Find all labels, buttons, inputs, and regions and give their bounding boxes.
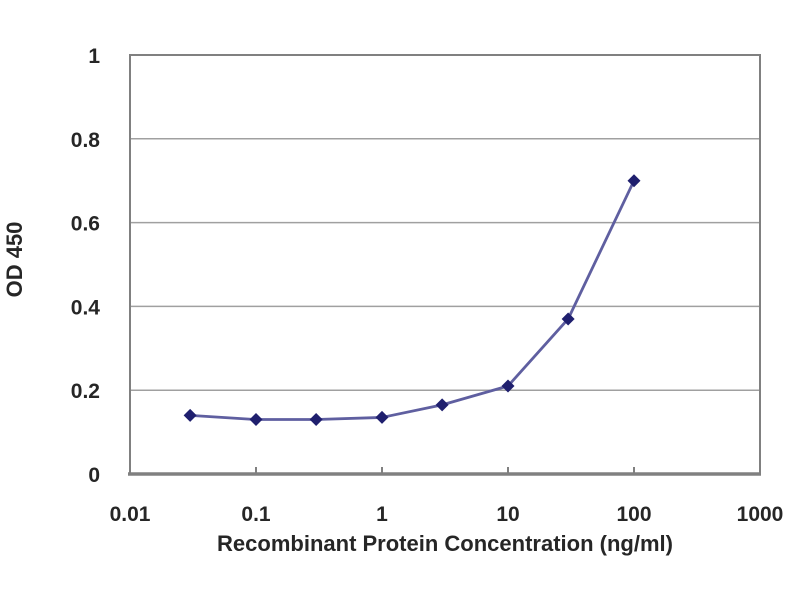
y-axis-title: OD 450	[2, 222, 27, 298]
data-point-marker	[561, 312, 575, 326]
y-tick-label-0: 0	[88, 464, 100, 487]
data-point-marker	[627, 174, 641, 188]
series-line	[188, 179, 636, 421]
y-tick-label-0.2: 0.2	[71, 380, 100, 403]
x-axis-title: Recombinant Protein Concentration (ng/ml…	[217, 531, 673, 556]
x-tick-label-1: 1	[376, 503, 388, 526]
data-point-marker	[183, 408, 197, 422]
y-tick-label-0.6: 0.6	[71, 213, 100, 236]
x-tick-label-0.1: 0.1	[241, 503, 271, 526]
data-point-marker	[309, 413, 323, 427]
y-tick-label-1: 1	[88, 45, 100, 68]
y-tick-label-0.8: 0.8	[71, 129, 101, 152]
data-point-marker	[249, 413, 263, 427]
y-tick-label-0.4: 0.4	[71, 296, 101, 319]
x-tick-label-0.01: 0.01	[110, 503, 151, 526]
data-point-marker	[375, 410, 389, 424]
data-point-marker	[435, 398, 449, 412]
data-point-marker	[501, 379, 515, 393]
x-tick-label-1000: 1000	[737, 503, 784, 526]
x-tick-label-100: 100	[616, 503, 651, 526]
x-tick-label-10: 10	[496, 503, 519, 526]
